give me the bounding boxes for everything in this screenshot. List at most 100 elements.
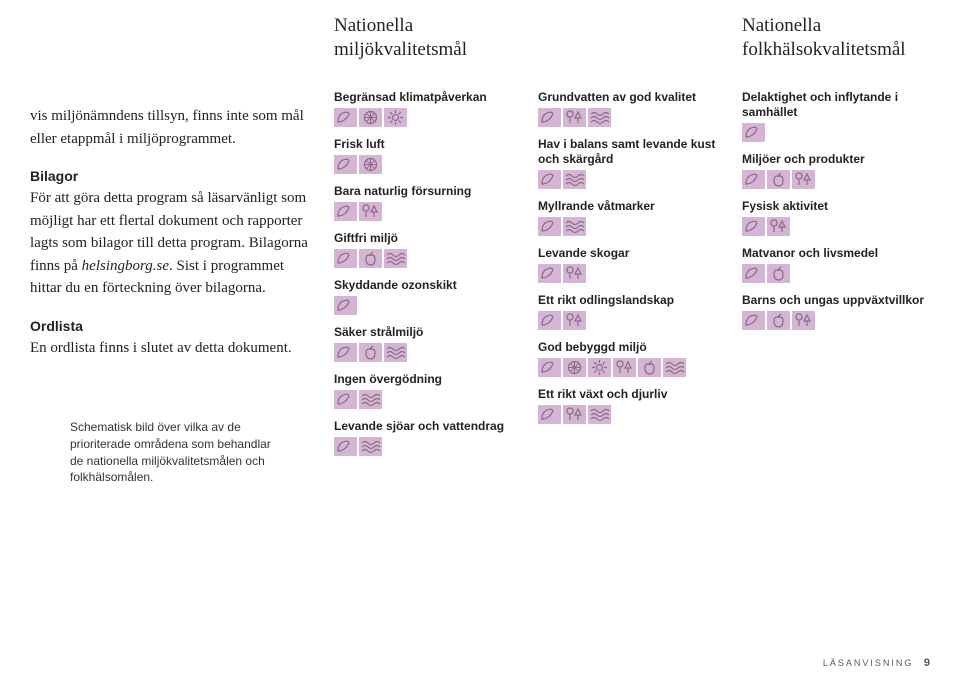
apple-icon <box>359 343 382 362</box>
goal-item: Myllrande våtmarker <box>538 199 726 236</box>
goal-label: Myllrande våtmarker <box>538 199 726 214</box>
goal-item: Miljöer och produkter <box>742 152 930 189</box>
sun-icon <box>384 108 407 127</box>
column-1-header: Nationella miljökvalitetsmål <box>334 10 522 90</box>
page-footer: LÄSANVISNING 9 <box>823 657 930 669</box>
goal-label: Grundvatten av god kvalitet <box>538 90 726 105</box>
waves-icon <box>359 390 382 409</box>
waves-icon <box>563 217 586 236</box>
goal-item: God bebyggd miljö <box>538 340 726 377</box>
goal-item: Ett rikt växt och djurliv <box>538 387 726 424</box>
wheel-icon <box>359 108 382 127</box>
goal-item: Levande sjöar och vattendrag <box>334 419 522 456</box>
schematic-caption: Schematisk bild över vilka av de priorit… <box>70 419 280 486</box>
leaf-icon <box>334 296 357 315</box>
waves-icon <box>384 249 407 268</box>
page-number: 9 <box>918 657 930 669</box>
leaf-icon <box>334 202 357 221</box>
goal-item: Frisk luft <box>334 137 522 174</box>
goal-item: Levande skogar <box>538 246 726 283</box>
goal-label: Ett rikt odlingslandskap <box>538 293 726 308</box>
goal-icons <box>742 311 902 330</box>
waves-icon <box>588 108 611 127</box>
trees-icon <box>792 170 815 189</box>
left-text-column: vis miljönämndens tillsyn, finns inte so… <box>30 10 310 486</box>
goal-icons <box>742 217 902 236</box>
leaf-icon <box>742 311 765 330</box>
trees-icon <box>767 217 790 236</box>
leaf-icon <box>538 217 561 236</box>
goal-icons <box>742 170 902 189</box>
bilagor-paragraph: För att göra detta program så läsarvänli… <box>30 187 310 300</box>
goal-icons <box>538 108 698 127</box>
goal-label: God bebyggd miljö <box>538 340 726 355</box>
leaf-icon <box>742 264 765 283</box>
goal-label: Barns och ungas uppväxtvillkor <box>742 293 930 308</box>
bilagor-heading: Bilagor <box>30 166 310 187</box>
goal-item: Bara naturlig försurning <box>334 184 522 221</box>
apple-icon <box>767 311 790 330</box>
leaf-icon <box>334 108 357 127</box>
goal-label: Fysisk aktivitet <box>742 199 930 214</box>
intro-paragraph: vis miljönämndens tillsyn, finns inte so… <box>30 105 310 150</box>
goal-icons <box>334 108 494 127</box>
goal-item: Delaktighet och inflytande i samhället <box>742 90 930 142</box>
trees-icon <box>359 202 382 221</box>
goal-item: Barns och ungas uppväxtvillkor <box>742 293 930 330</box>
goal-icons <box>538 405 698 424</box>
leaf-icon <box>742 123 765 142</box>
goal-icons <box>538 311 698 330</box>
goal-icons <box>742 123 902 142</box>
goal-label: Hav i balans samt levande kust och skärg… <box>538 137 726 167</box>
trees-icon <box>613 358 636 377</box>
goal-icons <box>334 202 494 221</box>
sun-icon <box>588 358 611 377</box>
apple-icon <box>767 170 790 189</box>
goal-icons <box>742 264 902 283</box>
column-3-header: Nationella folkhälsokvalitetsmål <box>742 10 930 90</box>
leaf-icon <box>538 405 561 424</box>
leaf-icon <box>742 170 765 189</box>
goal-label: Ingen övergödning <box>334 372 522 387</box>
goal-label: Ett rikt växt och djurliv <box>538 387 726 402</box>
goal-label: Bara naturlig försurning <box>334 184 522 199</box>
goal-label: Delaktighet och inflytande i samhället <box>742 90 930 120</box>
goal-item: Ett rikt odlingslandskap <box>538 293 726 330</box>
goal-item: Skyddande ozonskikt <box>334 278 522 315</box>
goal-item: Matvanor och livsmedel <box>742 246 930 283</box>
goal-item: Hav i balans samt levande kust och skärg… <box>538 137 726 189</box>
leaf-icon <box>334 249 357 268</box>
waves-icon <box>359 437 382 456</box>
goal-label: Säker strålmiljö <box>334 325 522 340</box>
leaf-icon <box>538 108 561 127</box>
bilagor-site: helsingborg.se <box>82 258 169 274</box>
leaf-icon <box>334 343 357 362</box>
apple-icon <box>767 264 790 283</box>
goals-column-3: Nationella folkhälsokvalitetsmål Delakti… <box>742 10 930 486</box>
goal-icons <box>334 296 494 315</box>
waves-icon <box>588 405 611 424</box>
column-2-header <box>538 10 726 90</box>
goal-icons <box>538 358 698 377</box>
goal-label: Levande skogar <box>538 246 726 261</box>
trees-icon <box>563 405 586 424</box>
goals-grid: Nationella miljökvalitetsmål Begränsad k… <box>334 10 930 486</box>
footer-section: LÄSANVISNING <box>823 658 914 668</box>
goal-icons <box>334 155 494 174</box>
leaf-icon <box>538 170 561 189</box>
goal-label: Begränsad klimatpåverkan <box>334 90 522 105</box>
goal-item: Giftfri miljö <box>334 231 522 268</box>
apple-icon <box>359 249 382 268</box>
goal-item: Ingen övergödning <box>334 372 522 409</box>
leaf-icon <box>538 358 561 377</box>
leaf-icon <box>334 155 357 174</box>
leaf-icon <box>538 264 561 283</box>
goal-item: Fysisk aktivitet <box>742 199 930 236</box>
leaf-icon <box>334 437 357 456</box>
leaf-icon <box>334 390 357 409</box>
page: vis miljönämndens tillsyn, finns inte so… <box>0 0 960 486</box>
goal-label: Levande sjöar och vattendrag <box>334 419 522 434</box>
trees-icon <box>563 311 586 330</box>
goals-column-1: Nationella miljökvalitetsmål Begränsad k… <box>334 10 522 486</box>
goals-column-2: Grundvatten av god kvalitet Hav i balans … <box>538 10 726 486</box>
